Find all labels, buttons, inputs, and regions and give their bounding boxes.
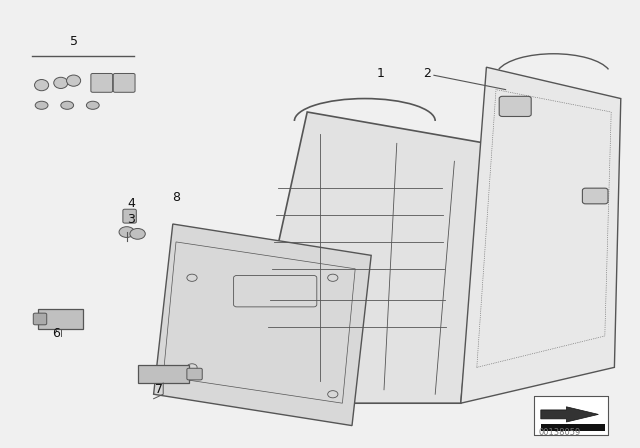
FancyBboxPatch shape (123, 209, 136, 223)
Ellipse shape (67, 75, 81, 86)
Ellipse shape (54, 77, 68, 89)
Text: 00138059: 00138059 (539, 428, 581, 437)
Ellipse shape (86, 101, 99, 109)
FancyBboxPatch shape (91, 73, 113, 92)
Polygon shape (38, 309, 83, 329)
Text: 6: 6 (52, 327, 60, 340)
Polygon shape (541, 407, 598, 422)
Polygon shape (138, 365, 189, 383)
Text: 4: 4 (127, 197, 135, 211)
FancyBboxPatch shape (113, 73, 135, 92)
Ellipse shape (61, 101, 74, 109)
Ellipse shape (35, 80, 49, 91)
Text: 8: 8 (172, 190, 180, 204)
Circle shape (119, 227, 134, 237)
FancyBboxPatch shape (33, 313, 47, 325)
FancyBboxPatch shape (582, 188, 608, 204)
Text: 7: 7 (155, 383, 163, 396)
Text: 3: 3 (127, 213, 135, 226)
Text: 2: 2 (424, 67, 431, 81)
FancyBboxPatch shape (499, 96, 531, 116)
Polygon shape (461, 67, 621, 403)
Text: 1: 1 (377, 67, 385, 81)
Polygon shape (154, 224, 371, 426)
Polygon shape (243, 112, 486, 403)
Ellipse shape (35, 101, 48, 109)
Bar (534, 396, 608, 435)
Circle shape (130, 228, 145, 239)
FancyBboxPatch shape (187, 368, 202, 380)
Text: 5: 5 (70, 34, 77, 48)
Bar (541, 424, 605, 431)
